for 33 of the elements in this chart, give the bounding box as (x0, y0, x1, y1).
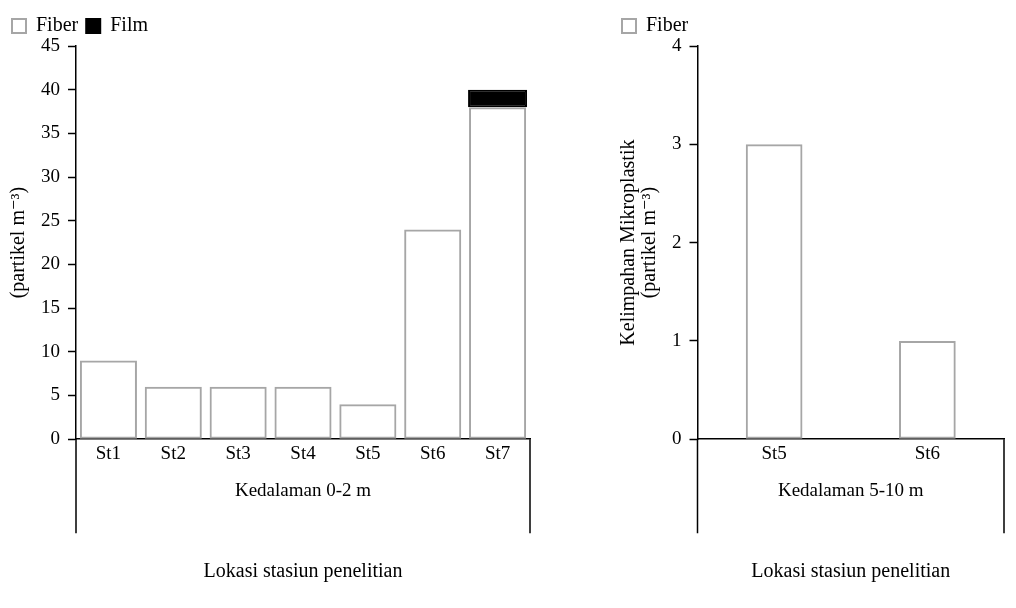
x-tick-label: St4 (290, 441, 317, 463)
text: Kedalaman 0-2 m (234, 479, 372, 501)
y-axis-title: Kelimpahan Mikroplastik (partikel m⁻³) (615, 139, 660, 346)
y-tick-label: 2 (672, 230, 682, 252)
text: Kedalaman 5-10 m (777, 479, 924, 501)
y-tick-label: 5 (50, 383, 60, 405)
y-tick-label: 45 (41, 33, 60, 55)
x-tick-label: St6 (914, 441, 941, 463)
y-tick-label: 40 (41, 77, 60, 99)
y-tick-label: 25 (41, 208, 60, 230)
x-tick-label: St3 (225, 441, 251, 463)
x-axis-title: Lokasi stasiun penelitian (203, 559, 403, 583)
y-axis-title: (partikel m⁻³) (5, 186, 29, 299)
y-tick-label: 0 (50, 427, 60, 449)
y-tick-label: 4 (672, 33, 682, 55)
y-tick-label: 20 (41, 252, 60, 274)
x-tick-label: St7 (484, 441, 511, 463)
legend-label: Fiber (646, 13, 689, 36)
y-tick-label: 10 (41, 339, 60, 361)
x-tick-label: St1 (95, 441, 122, 463)
x-tick-label: St5 (355, 441, 381, 463)
y-tick-label: 35 (41, 121, 60, 143)
y-tick-label: 3 (672, 132, 682, 154)
y-tick-label: 1 (672, 328, 682, 350)
legend-label: Fiber (36, 13, 79, 36)
y-tick-label: 30 (41, 165, 60, 187)
y-tick-label: 0 (672, 427, 682, 449)
y-tick-label: 15 (41, 296, 60, 318)
x-tick-label: St2 (160, 441, 186, 463)
legend-label: Film (110, 13, 149, 36)
x-tick-label: St6 (420, 441, 446, 463)
x-axis-title: Lokasi stasiun penelitian (751, 559, 951, 583)
x-tick-label: St5 (761, 441, 787, 463)
